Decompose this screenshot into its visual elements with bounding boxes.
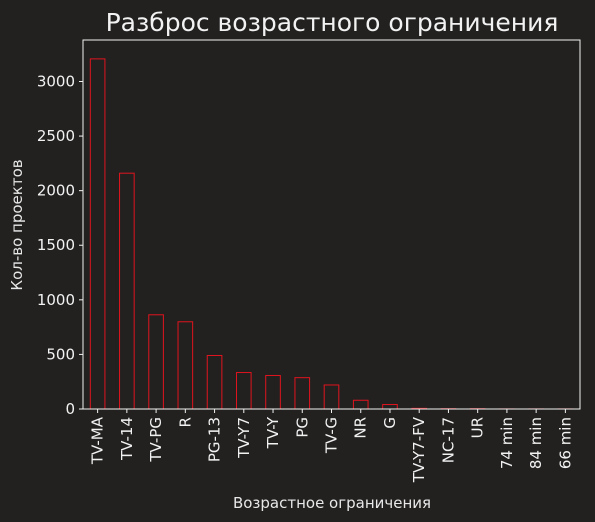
bars-group bbox=[89, 58, 574, 410]
bar-g bbox=[382, 404, 398, 410]
y-tick-label: 0 bbox=[65, 400, 75, 418]
x-tick-label: TV-G bbox=[323, 417, 341, 454]
bar-pg-13 bbox=[206, 355, 223, 410]
x-tick-label: TV-Y7-FV bbox=[410, 416, 428, 483]
x-tick-label: TV-14 bbox=[118, 417, 136, 461]
x-tick-label: NC-17 bbox=[439, 417, 457, 463]
y-axis-ticks: 0 500 1000 1500 2000 2500 3000 bbox=[37, 72, 83, 418]
x-axis-label: Возрастное ограничения bbox=[233, 494, 431, 512]
x-axis-ticks: TV-MA TV-14 TV-PG R PG-13 TV-Y7 TV-Y PG TV-G NR G T… bbox=[89, 409, 574, 483]
y-tick-label: 3000 bbox=[37, 72, 75, 90]
bar-tv-pg bbox=[148, 314, 164, 410]
x-tick-label: NR bbox=[352, 417, 370, 439]
y-tick-label: 500 bbox=[46, 345, 75, 363]
x-tick-label: G bbox=[381, 417, 399, 429]
bar-tv-ma bbox=[89, 58, 106, 410]
chart-title: Разброс возрастного ограничения bbox=[106, 8, 559, 37]
bar-tv-14 bbox=[119, 172, 135, 410]
x-tick-label: 84 min bbox=[527, 417, 545, 469]
x-tick-label: 74 min bbox=[498, 417, 516, 469]
x-tick-label: UR bbox=[469, 417, 487, 438]
bar-tv-y7 bbox=[235, 372, 252, 410]
bar-tv-g bbox=[323, 384, 340, 410]
bar-nr bbox=[352, 399, 369, 410]
x-tick-label: R bbox=[176, 417, 194, 427]
y-axis-label: Кол-во проектов bbox=[8, 159, 26, 290]
y-tick-label: 2000 bbox=[37, 182, 75, 200]
y-tick-label: 1000 bbox=[37, 291, 75, 309]
y-tick-label: 2500 bbox=[37, 127, 75, 145]
x-tick-label: PG-13 bbox=[206, 417, 224, 462]
bar-tv-y bbox=[265, 374, 281, 410]
bar-pg bbox=[294, 377, 311, 410]
y-tick-label: 1500 bbox=[37, 236, 75, 254]
x-tick-label: TV-Y bbox=[264, 416, 282, 449]
x-tick-label: PG bbox=[293, 417, 311, 438]
x-tick-label: 66 min bbox=[556, 417, 574, 469]
plot-frame bbox=[82, 39, 581, 410]
x-tick-label: TV-MA bbox=[89, 416, 107, 465]
x-tick-label: TV-Y7 bbox=[235, 417, 253, 459]
bar-r bbox=[177, 321, 194, 410]
x-tick-label: TV-PG bbox=[147, 417, 165, 463]
